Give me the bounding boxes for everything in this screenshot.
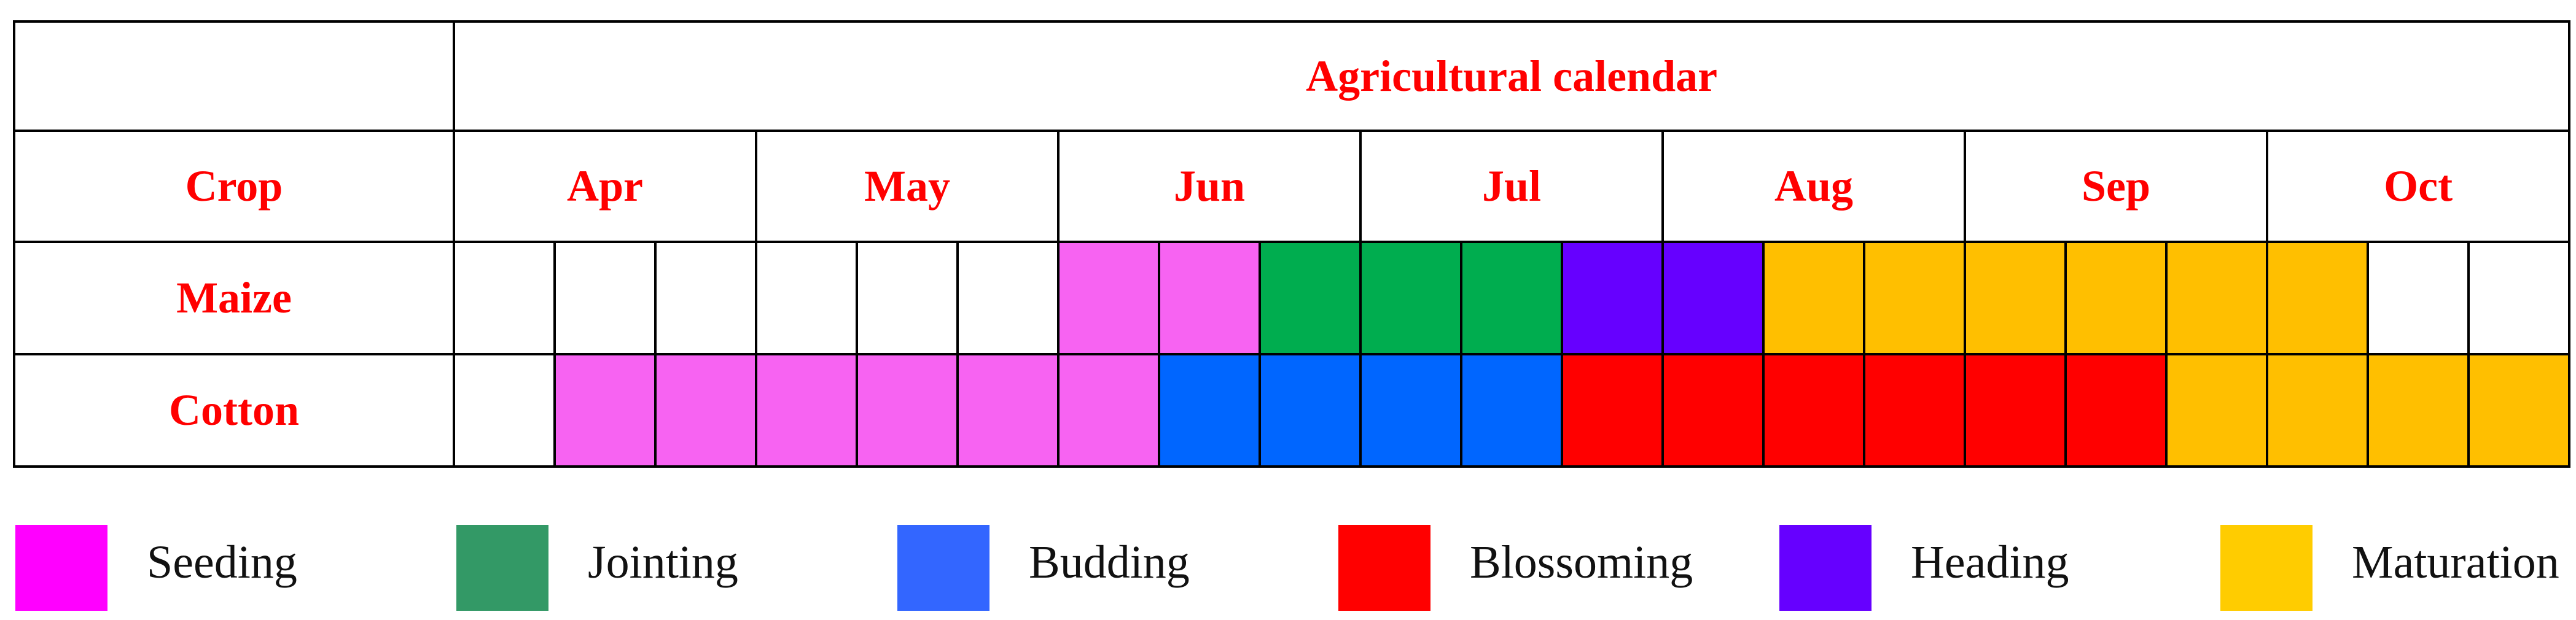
month-cell-apr: Apr: [453, 130, 757, 243]
legend-label: Jointing: [588, 537, 738, 588]
heading-period-cell: [1661, 241, 1765, 355]
crop-name-cell: Maize: [13, 241, 455, 355]
budding-period-cell: [1158, 353, 1261, 468]
month-cell-oct: Oct: [2265, 130, 2571, 243]
maturation-period-cell: [2266, 241, 2369, 355]
empty-period-cell: [755, 241, 858, 355]
seeding-period-cell: [956, 353, 1060, 468]
month-cell-sep: Sep: [1964, 130, 2268, 243]
jointing-period-cell: [1259, 241, 1362, 355]
seeding-period-cell: [1057, 353, 1160, 468]
maturation-period-cell: [2165, 241, 2268, 355]
jointing-period-cell: [1460, 241, 1563, 355]
month-label: May: [864, 161, 950, 211]
blossoming-period-cell: [1661, 353, 1765, 468]
maturation-period-cell: [2165, 353, 2268, 468]
month-label: Aug: [1774, 161, 1854, 211]
month-label: Apr: [567, 161, 643, 211]
legend-label: Budding: [1029, 537, 1190, 588]
month-cell-jun: Jun: [1057, 130, 1362, 243]
title-row: Agricultural calendar: [13, 20, 2571, 132]
crop-row-maize: Maize: [13, 241, 2571, 355]
blossoming-period-cell: [1762, 353, 1865, 468]
crop-name: Maize: [176, 273, 292, 322]
empty-period-cell: [956, 241, 1060, 355]
maturation-period-cell: [2064, 241, 2168, 355]
maturation-period-cell: [2266, 353, 2369, 468]
budding-period-cell: [1359, 353, 1462, 468]
seeding-period-cell: [1158, 241, 1261, 355]
blossoming-period-cell: [1863, 353, 1966, 468]
blossoming-period-cell: [1561, 353, 1664, 468]
corner-cell: [13, 20, 455, 132]
maturation-period-cell: [2367, 353, 2470, 468]
agricultural-calendar-table: Agricultural calendar Crop Apr May Jun Jul A…: [13, 20, 2571, 468]
crop-name-cell: Cotton: [13, 353, 455, 468]
calendar-title: Agricultural calendar: [1306, 51, 1718, 101]
empty-period-cell: [453, 353, 556, 468]
seeding-period-cell: [755, 353, 858, 468]
seeding-period-cell: [553, 353, 657, 468]
maturation-period-cell: [1964, 241, 2067, 355]
crop-row-cotton: Cotton: [13, 353, 2571, 468]
month-label: Jul: [1481, 161, 1542, 211]
crop-header: Crop: [185, 161, 283, 211]
month-label: Sep: [2081, 161, 2151, 211]
maturation-color-swatch: [2220, 525, 2313, 611]
budding-color-swatch: [897, 525, 989, 611]
heading-period-cell: [1561, 241, 1664, 355]
maturation-period-cell: [1863, 241, 1966, 355]
seeding-color-swatch: [15, 525, 107, 611]
jointing-period-cell: [1359, 241, 1462, 355]
crop-name: Cotton: [169, 386, 299, 435]
maturation-period-cell: [2467, 353, 2571, 468]
budding-period-cell: [1460, 353, 1563, 468]
blossoming-color-swatch: [1338, 525, 1430, 611]
empty-period-cell: [2367, 241, 2470, 355]
heading-color-swatch: [1779, 525, 1872, 611]
legend-label: Heading: [1911, 537, 2069, 588]
legend-label: Maturation: [2352, 537, 2559, 588]
calendar-title-cell: Agricultural calendar: [452, 20, 2571, 132]
seeding-period-cell: [654, 353, 757, 468]
month-header-row: Crop Apr May Jun Jul Aug Sep Oct: [13, 130, 2571, 243]
month-label: Jun: [1173, 161, 1246, 211]
blossoming-period-cell: [2064, 353, 2168, 468]
crop-header-cell: Crop: [13, 130, 455, 243]
legend-label: Seeding: [147, 537, 297, 588]
month-cell-jul: Jul: [1359, 130, 1664, 243]
budding-period-cell: [1259, 353, 1362, 468]
month-label: Oct: [2384, 161, 2453, 211]
legend-label: Blossoming: [1470, 537, 1693, 588]
month-cell-aug: Aug: [1661, 130, 1966, 243]
legend: Seeding Jointing Budding Blossoming Heading M…: [15, 525, 2570, 611]
empty-period-cell: [2467, 241, 2571, 355]
empty-period-cell: [553, 241, 657, 355]
seeding-period-cell: [856, 353, 959, 468]
maturation-period-cell: [1762, 241, 1865, 355]
month-cell-may: May: [755, 130, 1060, 243]
empty-period-cell: [654, 241, 757, 355]
empty-period-cell: [856, 241, 959, 355]
seeding-period-cell: [1057, 241, 1160, 355]
blossoming-period-cell: [1964, 353, 2067, 468]
empty-period-cell: [453, 241, 556, 355]
jointing-color-swatch: [456, 525, 548, 611]
